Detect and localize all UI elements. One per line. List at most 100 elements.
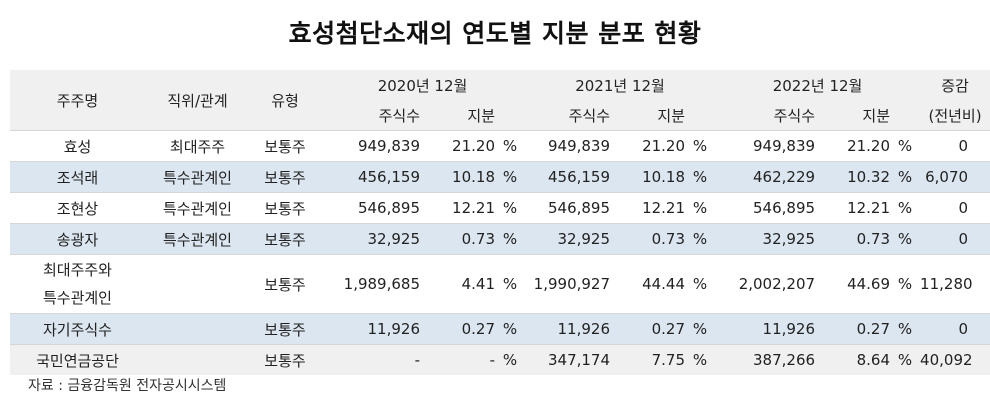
stake-2020: 0.27 xyxy=(420,313,495,345)
shares-2021: 1,990,927 xyxy=(525,254,611,314)
unit-2020: % xyxy=(495,254,526,314)
share-type: 보통주 xyxy=(250,192,320,224)
stake-2020: 12.21 xyxy=(420,192,495,224)
shares-2020: 1,989,685 xyxy=(320,254,420,314)
table-row: 자기주식수 보통주 11,926 0.27 % 11,926 0.27 % 11… xyxy=(10,313,990,345)
header-unit-2021 xyxy=(685,100,716,131)
unit-2022: % xyxy=(890,254,921,314)
shareholder-relation: 특수관계인 xyxy=(145,192,250,224)
header-unit-2020 xyxy=(495,100,526,131)
shareholder-relation: 최대주주 xyxy=(145,130,250,162)
header-year-2022: 2022년 12월 xyxy=(715,70,921,100)
stake-2020: 0.73 xyxy=(420,223,495,255)
stake-2021: 0.73 xyxy=(610,223,686,255)
change-value: 0 xyxy=(920,223,990,255)
table-row: 송광자 특수관계인 보통주 32,925 0.73 % 32,925 0.73 … xyxy=(10,223,990,255)
stake-2022: 21.20 xyxy=(815,130,891,162)
unit-2020: % xyxy=(495,130,526,162)
shares-2022: 2,002,207 xyxy=(715,254,816,314)
shareholder-relation: 특수관계인 xyxy=(145,223,250,255)
shares-2022: 32,925 xyxy=(715,223,816,255)
header-stake-2022: 지분 xyxy=(815,100,891,131)
shares-2020: 32,925 xyxy=(320,223,420,255)
header-position: 직위/관계 xyxy=(145,70,250,131)
shareholder-name-line1: 최대주주와 xyxy=(42,261,112,279)
header-stake-2021: 지분 xyxy=(610,100,686,131)
header-shareholder: 주주명 xyxy=(10,70,145,131)
shareholder-name: 효성 xyxy=(10,130,145,162)
shares-2020: 546,895 xyxy=(320,192,420,224)
change-value: 11,280 xyxy=(920,254,990,314)
shareholder-name: 국민연금공단 xyxy=(10,344,145,375)
header-shares-2022: 주식수 xyxy=(715,100,816,131)
shares-2021: 11,926 xyxy=(525,313,611,345)
shareholder-name: 송광자 xyxy=(10,223,145,255)
header-type: 유형 xyxy=(250,70,320,131)
shares-2022: 462,229 xyxy=(715,161,816,193)
stake-2022: 0.27 xyxy=(815,313,891,345)
stake-2022: 12.21 xyxy=(815,192,891,224)
table-row: 국민연금공단 보통주 - - % 347,174 7.75 % 387,266 … xyxy=(10,344,990,375)
stake-2022: 0.73 xyxy=(815,223,891,255)
shareholder-name: 조현상 xyxy=(10,192,145,224)
header-row-1: 주주명 직위/관계 유형 2020년 12월 2021년 12월 2022년 1… xyxy=(10,70,990,131)
unit-2022: % xyxy=(890,313,921,345)
shareholder-name: 조석래 xyxy=(10,161,145,193)
shareholding-table: 주주명 직위/관계 유형 2020년 12월 2021년 12월 2022년 1… xyxy=(10,70,990,375)
unit-2020: % xyxy=(495,161,526,193)
shares-2022: 949,839 xyxy=(715,130,816,162)
change-value: 6,070 xyxy=(920,161,990,193)
unit-2020: % xyxy=(495,344,526,375)
unit-2021: % xyxy=(685,223,716,255)
stake-2021: 44.44 xyxy=(610,254,686,314)
shareholder-name: 최대주주와 특수관계인 xyxy=(10,254,145,314)
unit-2020: % xyxy=(495,192,526,224)
shareholder-name: 자기주식수 xyxy=(10,313,145,345)
stake-2021: 12.21 xyxy=(610,192,686,224)
shareholder-relation xyxy=(145,254,250,314)
share-type: 보통주 xyxy=(250,313,320,345)
shareholder-name-line2: 특수관계인 xyxy=(42,289,112,307)
shares-2022: 546,895 xyxy=(715,192,816,224)
unit-2021: % xyxy=(685,313,716,345)
unit-2020: % xyxy=(495,313,526,345)
source-note: 자료 : 금융감독원 전자공시시스템 xyxy=(28,378,227,394)
stake-2021: 21.20 xyxy=(610,130,686,162)
stake-2020: - xyxy=(420,344,495,375)
unit-2021: % xyxy=(685,130,716,162)
unit-2022: % xyxy=(890,130,921,162)
header-shares-2020: 주식수 xyxy=(320,100,420,131)
shares-2021: 32,925 xyxy=(525,223,611,255)
header-year-2020: 2020년 12월 xyxy=(320,70,526,100)
header-stake-2020: 지분 xyxy=(420,100,495,131)
stake-2020: 21.20 xyxy=(420,130,495,162)
shares-2021: 347,174 xyxy=(525,344,611,375)
unit-2022: % xyxy=(890,344,921,375)
stake-2022: 8.64 xyxy=(815,344,891,375)
unit-2022: % xyxy=(890,192,921,224)
page-title: 효성첨단소재의 연도별 지분 분포 현황 xyxy=(288,19,702,48)
shares-2020: 456,159 xyxy=(320,161,420,193)
shares-2021: 949,839 xyxy=(525,130,611,162)
unit-2021: % xyxy=(685,161,716,193)
table-row: 효성 최대주주 보통주 949,839 21.20 % 949,839 21.2… xyxy=(10,130,990,162)
share-type: 보통주 xyxy=(250,344,320,375)
stake-2022: 44.69 xyxy=(815,254,891,314)
unit-2021: % xyxy=(685,344,716,375)
table-row: 최대주주와 특수관계인 보통주 1,989,685 4.41 % 1,990,9… xyxy=(10,254,990,314)
header-change: 증감 xyxy=(920,70,990,100)
stake-2021: 0.27 xyxy=(610,313,686,345)
change-value: 0 xyxy=(920,313,990,345)
shareholder-relation xyxy=(145,313,250,345)
header-row-2: 주식수 지분 주식수 지분 주식수 지분 (전년비) xyxy=(10,100,990,131)
table-row: 조석래 특수관계인 보통주 456,159 10.18 % 456,159 10… xyxy=(10,161,990,193)
shares-2020: 11,926 xyxy=(320,313,420,345)
share-type: 보통주 xyxy=(250,130,320,162)
stake-2021: 7.75 xyxy=(610,344,686,375)
share-type: 보통주 xyxy=(250,254,320,314)
header-year-2021: 2021년 12월 xyxy=(525,70,716,100)
header-change-sub: (전년비) xyxy=(920,100,990,131)
unit-2021: % xyxy=(685,254,716,314)
unit-2020: % xyxy=(495,223,526,255)
header-shares-2021: 주식수 xyxy=(525,100,611,131)
